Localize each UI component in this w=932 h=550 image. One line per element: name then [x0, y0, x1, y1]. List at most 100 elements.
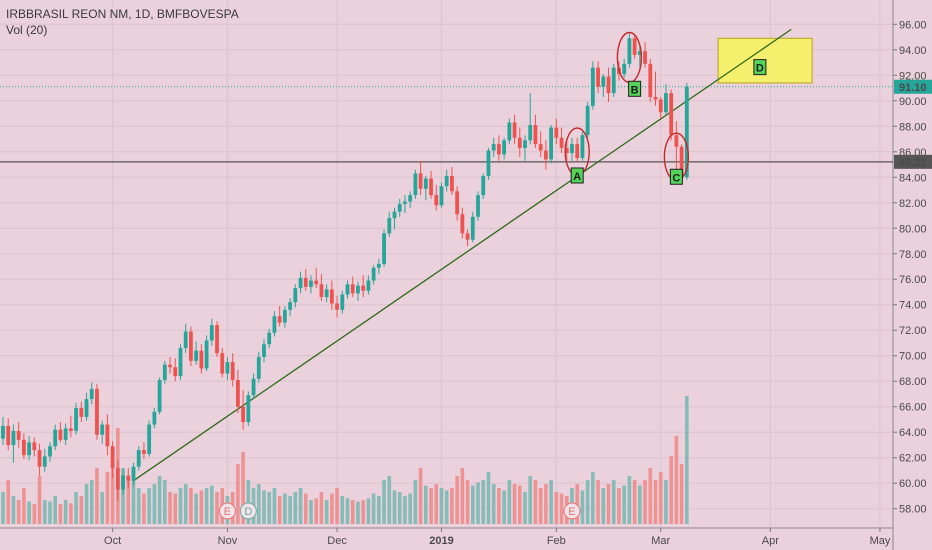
candle-body	[637, 51, 642, 55]
candle-body	[251, 378, 256, 396]
dividend-marker	[239, 502, 257, 520]
volume-bar	[685, 396, 689, 524]
candle-body	[42, 456, 47, 467]
candle-body	[413, 173, 418, 196]
price-tick-label: 60.00	[899, 478, 927, 490]
candle-body	[528, 125, 533, 141]
candle-body	[497, 144, 501, 155]
volume-bar	[627, 476, 632, 524]
candle-body	[611, 67, 616, 94]
candle-body	[189, 331, 193, 361]
price-tag-label: 91.10	[899, 82, 927, 94]
candle-body	[356, 285, 360, 294]
candle-body	[204, 340, 209, 369]
candle-body	[68, 428, 73, 431]
candle-body	[601, 76, 606, 87]
candle-body	[256, 357, 261, 379]
candle-body	[403, 201, 407, 205]
annotation-label-box	[628, 80, 642, 97]
candle-body	[684, 86, 689, 178]
volume-bar	[512, 484, 517, 524]
volume-bar	[591, 472, 595, 524]
annotation-label-box	[570, 167, 584, 184]
volume-bar	[418, 468, 423, 524]
candle-body	[100, 424, 105, 435]
volume-bar	[16, 500, 21, 524]
candle-body	[444, 175, 449, 187]
candle-body	[53, 429, 58, 447]
candle-body	[653, 96, 658, 100]
candle-body	[298, 277, 303, 289]
volume-bar	[1, 492, 5, 524]
volume-bar	[549, 480, 553, 524]
candle-body	[523, 140, 527, 148]
volume-bar	[439, 488, 444, 524]
candle-body	[585, 105, 590, 136]
volume-bar	[424, 485, 428, 524]
annotation-label: D	[756, 63, 764, 75]
volume-bar	[517, 485, 522, 524]
volume-bar	[361, 500, 365, 524]
volume-bar	[575, 484, 579, 524]
volume-bar	[110, 460, 115, 524]
volume-bar	[356, 501, 360, 524]
volume-bar	[241, 452, 245, 524]
volume-bar	[256, 484, 261, 524]
candle-body	[658, 99, 663, 113]
volume-bar	[173, 493, 178, 524]
candle-body	[168, 364, 172, 368]
volume-bar	[403, 496, 407, 524]
candle-body	[596, 67, 600, 87]
time-tick-label: Dec	[327, 535, 347, 547]
volume-bar	[455, 476, 459, 524]
time-tick-label: Feb	[547, 535, 566, 547]
candle-body	[679, 146, 684, 178]
candle-body	[225, 362, 230, 374]
candle-body	[664, 93, 668, 113]
candle-body	[387, 218, 392, 234]
volume-bar	[669, 456, 673, 524]
price-tag-box	[894, 79, 932, 94]
candle-body	[455, 191, 460, 215]
price-tick-label: 66.00	[899, 402, 927, 414]
candle-body	[136, 450, 141, 467]
candle-body	[142, 450, 146, 454]
volume-bar	[382, 480, 386, 524]
candle-body	[643, 51, 647, 64]
volume-bar	[6, 480, 11, 524]
candle-body	[486, 150, 491, 176]
candle-body	[58, 429, 63, 440]
candle-body	[309, 280, 313, 287]
volume-bar	[371, 493, 376, 524]
volume-bar	[601, 488, 606, 524]
candle-body	[37, 450, 42, 467]
annotation-label: B	[631, 84, 639, 96]
price-tick-label: 80.00	[899, 223, 927, 235]
volume-bar	[679, 464, 684, 524]
candle-body	[408, 195, 413, 202]
candle-body	[89, 388, 94, 400]
candle-body	[622, 63, 627, 75]
candle-body	[502, 140, 507, 155]
candle-body	[533, 125, 538, 145]
price-tick-label: 64.00	[899, 427, 927, 439]
candle-body	[632, 38, 637, 55]
trendline	[133, 28, 792, 482]
volume-bar	[528, 476, 533, 524]
candle-body	[194, 350, 199, 361]
candle-body	[157, 379, 162, 412]
candle-body	[350, 284, 355, 294]
price-tick-label: 68.00	[899, 376, 927, 388]
candle-body	[491, 144, 496, 151]
candle-body	[162, 364, 167, 380]
candle-body	[674, 135, 679, 147]
candle-body	[314, 280, 319, 285]
time-tick-label: May	[870, 535, 891, 547]
price-tag-box	[894, 154, 932, 169]
price-tick-label: 82.00	[899, 198, 927, 210]
price-tick-label: 88.00	[899, 121, 927, 133]
volume-bar	[288, 496, 292, 524]
volume-bar	[434, 484, 439, 524]
